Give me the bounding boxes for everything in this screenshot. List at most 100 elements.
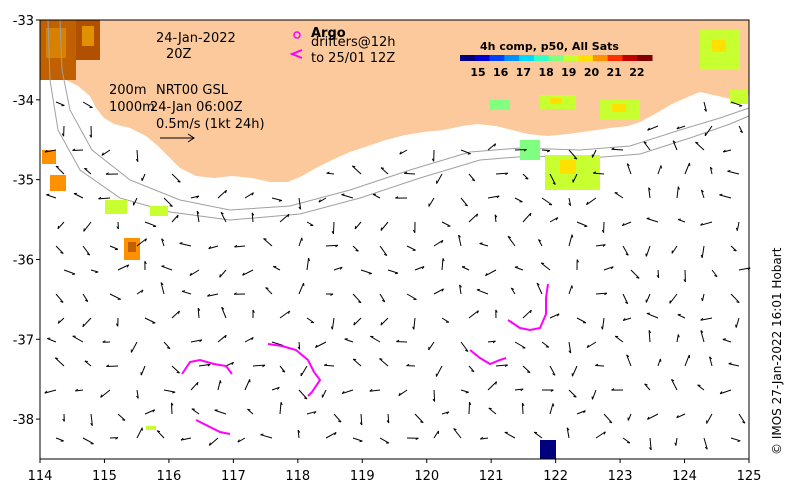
drifter-arrow-icon <box>289 49 303 59</box>
current-arrow-head <box>494 143 497 147</box>
imos-credit: © IMOS 27-Jan-2022 16:01 Hobart <box>770 247 784 455</box>
current-arrow-head <box>262 364 266 368</box>
current-arrow <box>614 335 624 343</box>
current-arrow-head <box>338 420 342 423</box>
annotation-model: NRT00 GSL <box>156 83 229 98</box>
current-arrow <box>626 163 632 175</box>
current-arrow-head <box>144 238 147 242</box>
current-arrow <box>495 172 508 175</box>
current-arrow-head <box>495 381 498 385</box>
current-arrow-head <box>89 134 92 138</box>
current-arrow <box>522 309 532 319</box>
current-arrow <box>279 213 290 223</box>
current-arrow-head <box>536 282 540 286</box>
current-arrow-head <box>636 276 640 279</box>
current-arrow <box>576 317 587 324</box>
current-arrow <box>90 413 93 426</box>
current-arrow-head <box>368 273 372 275</box>
colorbar-label: 16 <box>493 66 509 79</box>
current-arrow-head <box>359 440 363 443</box>
current-arrow <box>369 389 381 392</box>
current-arrow-head <box>237 439 240 443</box>
current-arrow <box>279 402 282 415</box>
x-tick-label: 125 <box>737 469 762 484</box>
current-arrow <box>306 258 310 271</box>
x-tick-label: 120 <box>414 469 439 484</box>
current-arrow-head <box>396 339 400 343</box>
current-arrow <box>730 437 741 442</box>
current-arrow <box>719 194 732 199</box>
current-arrow <box>321 389 327 398</box>
current-arrow <box>136 238 147 247</box>
current-arrow-head <box>701 297 703 302</box>
current-arrow <box>360 413 363 426</box>
current-arrow <box>622 437 631 444</box>
current-arrow <box>435 365 443 377</box>
current-arrow-head <box>106 364 110 367</box>
current-arrow-head <box>380 322 383 326</box>
current-arrow <box>109 245 119 250</box>
current-arrow <box>414 413 424 423</box>
current-arrow-head <box>380 227 383 231</box>
current-arrow <box>700 189 705 199</box>
current-arrow-head <box>552 373 556 376</box>
current-arrow-head <box>504 364 508 367</box>
current-arrow <box>171 214 179 223</box>
current-arrow <box>487 143 496 151</box>
current-arrow-head <box>742 421 746 424</box>
current-arrow-head <box>719 193 723 196</box>
current-arrow <box>190 195 199 199</box>
current-arrow <box>676 413 686 419</box>
current-arrow <box>568 285 573 295</box>
current-arrow <box>736 221 740 231</box>
drifter-track <box>507 283 549 332</box>
current-arrow-head <box>421 266 425 270</box>
current-arrow <box>379 293 386 303</box>
current-arrow <box>251 212 254 223</box>
current-arrow-head <box>301 237 303 241</box>
current-arrow <box>735 317 740 328</box>
current-arrow-head <box>496 195 500 199</box>
current-arrow-head <box>224 335 227 339</box>
current-arrow <box>592 149 597 158</box>
current-arrow <box>568 341 572 354</box>
current-arrow-head <box>161 238 165 242</box>
current-arrow-head <box>44 149 48 153</box>
x-axis: 114 115 116 117 118 119 120 121 122 123 124 125 <box>28 459 762 484</box>
current-arrow-head <box>251 337 254 341</box>
current-arrow <box>161 265 173 271</box>
y-axis: -33 -34 -35 -36 -37 -38 <box>13 14 40 428</box>
current-arrow-head <box>674 442 677 446</box>
current-arrow <box>657 358 661 367</box>
current-arrow <box>191 408 200 415</box>
current-arrow-head <box>488 407 492 410</box>
current-arrow <box>549 313 560 319</box>
current-arrow-head <box>359 422 363 426</box>
current-arrow-head <box>105 172 109 175</box>
colorbar-cell <box>592 55 609 61</box>
current-arrow-head <box>225 190 227 194</box>
current-arrow-head <box>465 349 469 352</box>
x-tick-label: 115 <box>92 469 117 484</box>
current-arrow-head <box>369 389 373 392</box>
current-arrow <box>595 292 607 295</box>
current-arrow-head <box>538 239 542 242</box>
current-arrow <box>84 168 92 175</box>
current-arrow-head <box>318 199 321 203</box>
current-arrow <box>657 269 660 278</box>
current-arrow-head <box>395 196 399 199</box>
current-arrow <box>566 427 570 439</box>
current-arrow <box>549 217 559 223</box>
current-arrow <box>360 269 372 275</box>
current-arrow <box>133 197 138 206</box>
current-arrow <box>549 173 556 185</box>
current-arrow-head <box>95 271 99 274</box>
current-arrow-head <box>573 157 578 160</box>
x-tick-label: 114 <box>28 469 53 484</box>
current-arrow-head <box>353 358 357 361</box>
current-arrow <box>648 187 651 199</box>
colorbar-cell <box>489 55 505 61</box>
legend-drifters: drifters@12h <box>311 35 396 50</box>
current-arrow <box>514 266 524 271</box>
current-arrow <box>214 409 227 415</box>
